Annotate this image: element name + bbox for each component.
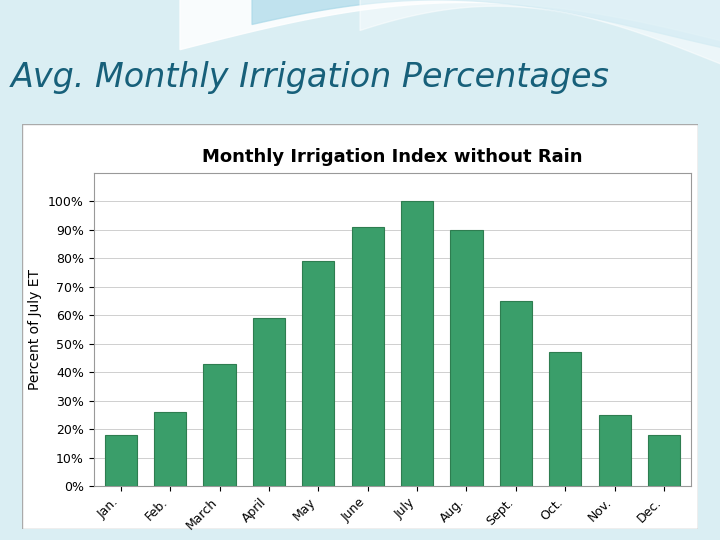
Bar bbox=[598, 415, 631, 486]
Bar bbox=[549, 352, 581, 486]
Polygon shape bbox=[180, 0, 720, 50]
Bar bbox=[302, 261, 334, 486]
Bar bbox=[104, 435, 137, 486]
Polygon shape bbox=[360, 0, 720, 78]
Bar bbox=[648, 435, 680, 486]
Polygon shape bbox=[252, 0, 720, 55]
Text: Avg. Monthly Irrigation Percentages: Avg. Monthly Irrigation Percentages bbox=[11, 60, 610, 93]
Bar bbox=[401, 201, 433, 486]
Bar bbox=[351, 227, 384, 486]
Y-axis label: Percent of July ET: Percent of July ET bbox=[29, 269, 42, 390]
Bar bbox=[253, 318, 285, 486]
Bar bbox=[154, 412, 186, 486]
Bar bbox=[204, 363, 235, 486]
Bar bbox=[500, 301, 532, 486]
Title: Monthly Irrigation Index without Rain: Monthly Irrigation Index without Rain bbox=[202, 147, 582, 166]
Bar bbox=[451, 230, 482, 486]
